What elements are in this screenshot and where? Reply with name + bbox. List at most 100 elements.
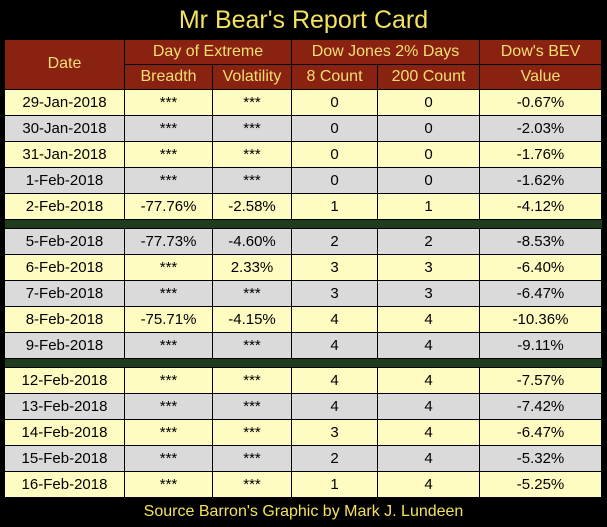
cell-8-count: 3 xyxy=(292,281,377,306)
cell-date: 29-Jan-2018 xyxy=(5,90,124,115)
cell-bev-value: -9.11% xyxy=(480,333,601,358)
cell-8-count: 3 xyxy=(292,420,377,445)
table-row: 14-Feb-2018 *** *** 3 4 -6.47% xyxy=(5,420,602,445)
cell-volatility: *** xyxy=(213,90,291,115)
cell-volatility: *** xyxy=(213,142,291,167)
table-row: 16-Feb-2018 *** *** 1 4 -5.25% xyxy=(5,472,602,497)
cell-date: 1-Feb-2018 xyxy=(5,168,124,193)
cell-volatility: *** xyxy=(213,116,291,141)
report-title: Mr Bear's Report Card xyxy=(178,6,429,34)
cell-200-count: 3 xyxy=(378,281,479,306)
cell-bev-value: -7.57% xyxy=(480,368,601,393)
cell-breadth: *** xyxy=(125,168,212,193)
header-dow-jones-2pct-days: Dow Jones 2% Days xyxy=(292,40,479,64)
cell-200-count: 4 xyxy=(378,446,479,471)
cell-volatility: -2.58% xyxy=(213,194,291,219)
cell-volatility: *** xyxy=(213,420,291,445)
cell-volatility: -4.60% xyxy=(213,229,291,254)
cell-volatility: *** xyxy=(213,168,291,193)
cell-8-count: 3 xyxy=(292,255,377,280)
week-separator xyxy=(5,359,602,367)
cell-breadth: *** xyxy=(125,281,212,306)
cell-breadth: *** xyxy=(125,446,212,471)
cell-bev-value: -5.25% xyxy=(480,472,601,497)
cell-date: 6-Feb-2018 xyxy=(5,255,124,280)
cell-8-count: 1 xyxy=(292,194,377,219)
source-credit: Source Barron's Graphic by Mark J. Lunde… xyxy=(143,503,464,520)
cell-200-count: 4 xyxy=(378,472,479,497)
cell-volatility: 2.33% xyxy=(213,255,291,280)
cell-8-count: 0 xyxy=(292,168,377,193)
table-row: 1-Feb-2018 *** *** 0 0 -1.62% xyxy=(5,168,602,193)
table-row: 5-Feb-2018 -77.73% -4.60% 2 2 -8.53% xyxy=(5,229,602,254)
cell-bev-value: -6.47% xyxy=(480,420,601,445)
cell-breadth: *** xyxy=(125,142,212,167)
cell-bev-value: -10.36% xyxy=(480,307,601,332)
cell-breadth: *** xyxy=(125,472,212,497)
cell-200-count: 0 xyxy=(378,90,479,115)
cell-bev-value: -6.47% xyxy=(480,281,601,306)
cell-breadth: *** xyxy=(125,333,212,358)
header-8-count: 8 Count xyxy=(292,65,377,89)
cell-8-count: 0 xyxy=(292,116,377,141)
cell-200-count: 0 xyxy=(378,142,479,167)
cell-8-count: 2 xyxy=(292,446,377,471)
cell-bev-value: -6.40% xyxy=(480,255,601,280)
cell-8-count: 4 xyxy=(292,394,377,419)
header-date: Date xyxy=(5,40,124,89)
week-separator xyxy=(5,220,602,228)
cell-8-count: 4 xyxy=(292,307,377,332)
cell-date: 30-Jan-2018 xyxy=(5,116,124,141)
cell-8-count: 4 xyxy=(292,333,377,358)
cell-bev-value: -7.42% xyxy=(480,394,601,419)
cell-date: 7-Feb-2018 xyxy=(5,281,124,306)
cell-bev-value: -1.62% xyxy=(480,168,601,193)
table-row: 12-Feb-2018 *** *** 4 4 -7.57% xyxy=(5,368,602,393)
table-row: 2-Feb-2018 -77.76% -2.58% 1 1 -4.12% xyxy=(5,194,602,219)
cell-breadth: -77.76% xyxy=(125,194,212,219)
table-row: 31-Jan-2018 *** *** 0 0 -1.76% xyxy=(5,142,602,167)
cell-volatility: -4.15% xyxy=(213,307,291,332)
table-row: 6-Feb-2018 *** 2.33% 3 3 -6.40% xyxy=(5,255,602,280)
cell-breadth: *** xyxy=(125,90,212,115)
cell-bev-value: -8.53% xyxy=(480,229,601,254)
table-row: 30-Jan-2018 *** *** 0 0 -2.03% xyxy=(5,116,602,141)
cell-breadth: -75.71% xyxy=(125,307,212,332)
cell-200-count: 4 xyxy=(378,420,479,445)
cell-breadth: *** xyxy=(125,255,212,280)
header-200-count: 200 Count xyxy=(378,65,479,89)
table-row: 7-Feb-2018 *** *** 3 3 -6.47% xyxy=(5,281,602,306)
cell-200-count: 4 xyxy=(378,333,479,358)
cell-200-count: 4 xyxy=(378,307,479,332)
cell-volatility: *** xyxy=(213,446,291,471)
header-day-of-extreme: Day of Extreme xyxy=(125,40,291,64)
cell-bev-value: -0.67% xyxy=(480,90,601,115)
cell-200-count: 0 xyxy=(378,168,479,193)
cell-8-count: 0 xyxy=(292,90,377,115)
cell-200-count: 3 xyxy=(378,255,479,280)
header-volatility: Volatility xyxy=(213,65,291,89)
cell-date: 14-Feb-2018 xyxy=(5,420,124,445)
cell-8-count: 0 xyxy=(292,142,377,167)
header-breadth: Breadth xyxy=(125,65,212,89)
cell-volatility: *** xyxy=(213,368,291,393)
cell-bev-value: -5.32% xyxy=(480,446,601,471)
report-table-body: 29-Jan-2018 *** *** 0 0 -0.67% 30-Jan-2018 *** *… xyxy=(5,90,602,498)
cell-date: 5-Feb-2018 xyxy=(5,229,124,254)
cell-date: 15-Feb-2018 xyxy=(5,446,124,471)
cell-date: 31-Jan-2018 xyxy=(5,142,124,167)
cell-date: 12-Feb-2018 xyxy=(5,368,124,393)
cell-breadth: *** xyxy=(125,368,212,393)
cell-date: 8-Feb-2018 xyxy=(5,307,124,332)
table-row: 13-Feb-2018 *** *** 4 4 -7.42% xyxy=(5,394,602,419)
cell-volatility: *** xyxy=(213,281,291,306)
cell-bev-value: -2.03% xyxy=(480,116,601,141)
table-row: 9-Feb-2018 *** *** 4 4 -9.11% xyxy=(5,333,602,358)
cell-8-count: 1 xyxy=(292,472,377,497)
table-row: 8-Feb-2018 -75.71% -4.15% 4 4 -10.36% xyxy=(5,307,602,332)
cell-date: 2-Feb-2018 xyxy=(5,194,124,219)
cell-volatility: *** xyxy=(213,333,291,358)
cell-200-count: 0 xyxy=(378,116,479,141)
cell-bev-value: -4.12% xyxy=(480,194,601,219)
